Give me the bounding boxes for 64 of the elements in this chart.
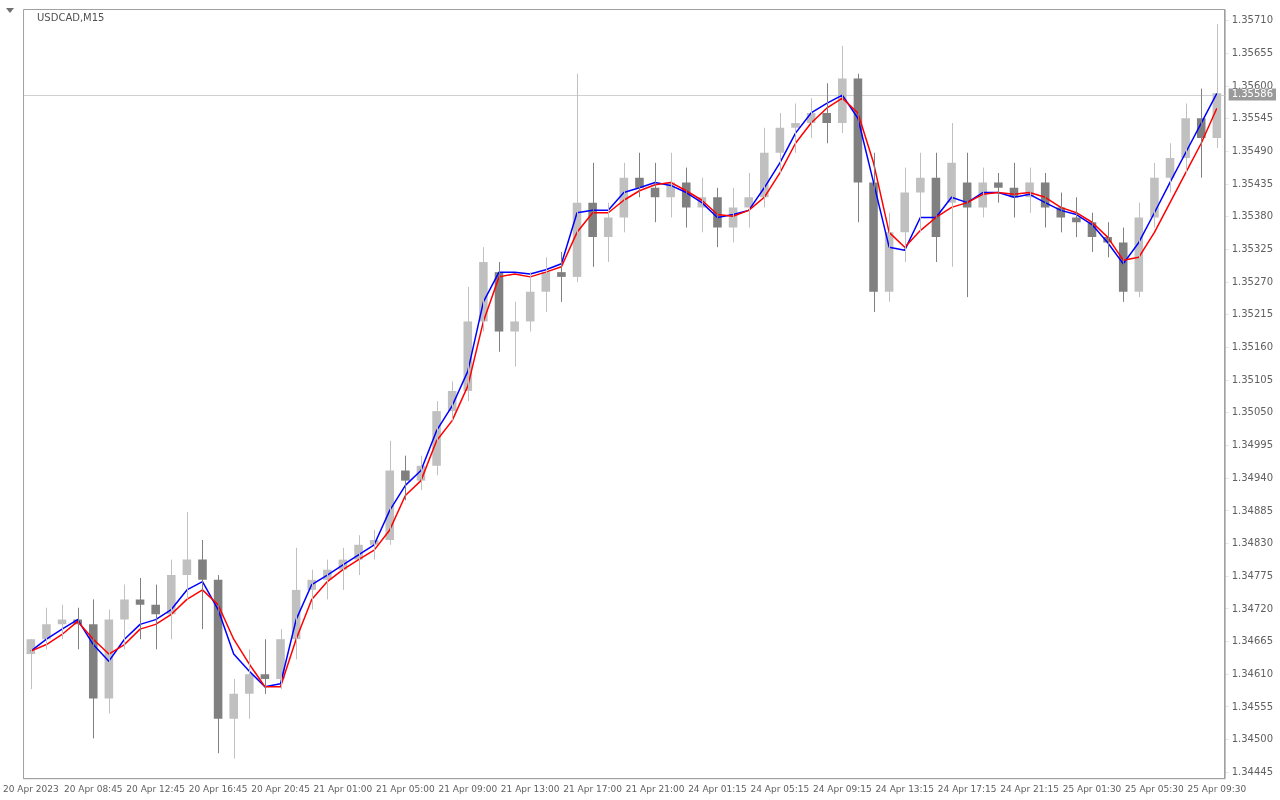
candlestick [994, 172, 1003, 204]
y-tick-label: 1.35215 [1231, 308, 1274, 320]
candlestick [822, 82, 831, 144]
x-tick-label: 21 Apr 01:00 [313, 783, 373, 794]
x-tick-label: 24 Apr 01:15 [688, 783, 747, 794]
ref-line-label: 1.35586 [1231, 88, 1274, 100]
x-tick-label: 25 Apr 05:30 [1125, 783, 1185, 794]
y-tick-label: 1.35325 [1231, 243, 1274, 255]
candlestick [603, 202, 613, 263]
y-tick-label: 1.34665 [1231, 635, 1274, 647]
chart-title: USDCAD,M15 [37, 11, 105, 23]
y-tick-label: 1.34720 [1231, 602, 1274, 614]
y-tick-label: 1.35545 [1231, 112, 1274, 124]
candlestick [1072, 196, 1081, 238]
y-tick-label: 1.35710 [1231, 14, 1274, 26]
y-tick-label: 1.35105 [1231, 373, 1274, 385]
x-tick-label: 20 Apr 16:45 [188, 783, 248, 794]
candlestick [229, 678, 238, 760]
x-tick-label: 24 Apr 21:15 [1000, 783, 1059, 794]
candlestick [900, 167, 910, 263]
y-tick-label: 1.35270 [1231, 275, 1274, 287]
x-tick-label: 20 Apr 12:45 [126, 783, 186, 794]
y-tick-label: 1.34940 [1231, 471, 1274, 483]
candlestick [791, 102, 800, 154]
candlestick [510, 301, 519, 368]
candlestick [869, 152, 878, 313]
candlestick [245, 648, 254, 720]
x-tick-label: 24 Apr 17:15 [937, 783, 997, 794]
x-tick-label: 25 Apr 01:30 [1062, 783, 1122, 794]
y-tick-label: 1.35160 [1231, 341, 1274, 353]
candlestick [42, 607, 51, 650]
y-tick-label: 1.35050 [1231, 406, 1274, 418]
candlestick [525, 271, 535, 333]
y-tick-label: 1.34995 [1231, 439, 1274, 451]
x-tick-label: 20 Apr 2023 [3, 783, 59, 794]
candlestick [557, 251, 566, 303]
candlestick [135, 577, 145, 640]
y-tick-label: 1.34830 [1231, 537, 1274, 549]
candlestick [401, 455, 410, 501]
y-tick-label: 1.35655 [1231, 47, 1274, 59]
x-tick-label: 21 Apr 21:00 [625, 783, 685, 794]
x-tick-label: 24 Apr 05:15 [750, 783, 810, 794]
candlestick [916, 152, 925, 233]
x-tick-label: 25 Apr 09:30 [1187, 783, 1247, 794]
candlestick [120, 584, 129, 650]
y-tick-label: 1.35435 [1231, 177, 1274, 189]
x-tick-label: 20 Apr 20:45 [251, 783, 310, 794]
y-tick-label: 1.34775 [1231, 569, 1274, 581]
x-tick-label: 24 Apr 09:15 [812, 783, 872, 794]
y-tick-label: 1.34885 [1231, 504, 1274, 516]
y-tick-label: 1.35380 [1231, 210, 1274, 222]
x-tick-label: 24 Apr 13:15 [875, 783, 935, 794]
y-tick-label: 1.35490 [1231, 145, 1274, 157]
x-tick-label: 21 Apr 09:00 [438, 783, 498, 794]
x-tick-label: 21 Apr 17:00 [563, 783, 623, 794]
y-tick-label: 1.34445 [1231, 765, 1274, 777]
x-tick-label: 21 Apr 13:00 [500, 783, 560, 794]
y-tick-label: 1.34610 [1231, 667, 1274, 679]
y-tick-label: 1.34500 [1231, 733, 1274, 745]
x-tick-label: 20 Apr 08:45 [63, 783, 123, 794]
candlestick [198, 539, 207, 630]
y-tick-label: 1.34555 [1231, 700, 1274, 712]
x-tick-label: 21 Apr 05:00 [376, 783, 435, 794]
y-tick-label: 1.35600 [1231, 79, 1274, 91]
